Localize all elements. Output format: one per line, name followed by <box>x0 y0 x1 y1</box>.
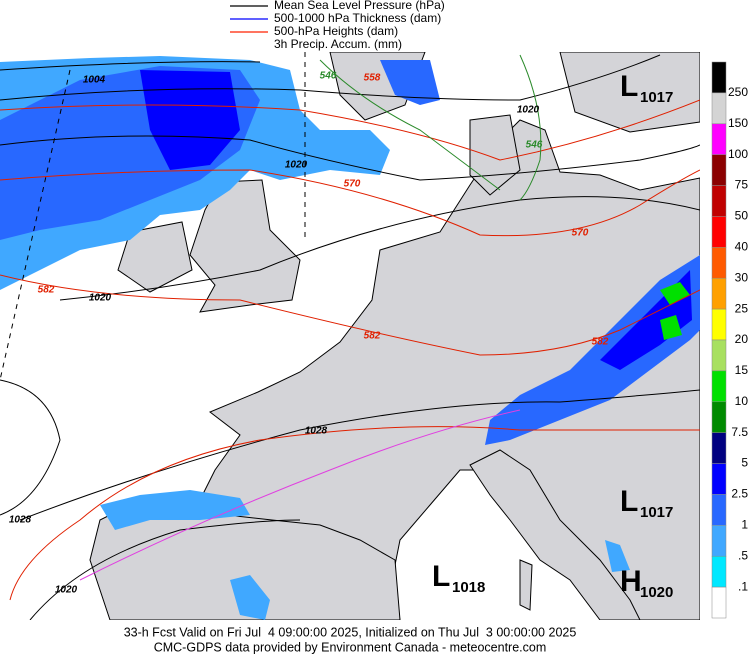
colorbar-box <box>711 555 727 588</box>
colorbar-label: 75 <box>735 178 749 192</box>
footer: 33-h Fcst Valid on Fri Jul 4 09:00:00 20… <box>124 625 577 654</box>
legend-label: 3h Precip. Accum. (mm) <box>274 37 402 51</box>
colorbar-label: 150 <box>728 116 748 130</box>
footer-line: 33-h Fcst Valid on Fri Jul 4 09:00:00 20… <box>124 625 577 639</box>
colorbar-box <box>711 185 727 217</box>
colorbar-box <box>711 61 727 94</box>
contour-label: 1020 <box>517 105 540 116</box>
colorbar-label: .5 <box>738 548 748 562</box>
colorbar-box <box>711 277 727 310</box>
contour-label: 1020 <box>89 293 112 304</box>
colorbar-box <box>711 154 727 186</box>
colorbar-box <box>711 308 727 341</box>
colorbar-label: 25 <box>735 301 749 315</box>
colorbar-label: 20 <box>735 332 749 346</box>
contour-labels: 1004 1020 1020 1020 1028 1028 1020 546 546 558 570… <box>9 71 609 596</box>
contour-label: 558 <box>364 73 381 84</box>
colorbar-label: .1 <box>738 579 748 593</box>
contour-label: 570 <box>344 179 361 190</box>
colorbar-box <box>711 92 727 125</box>
colorbar-box <box>711 370 727 403</box>
precip-area <box>100 490 250 530</box>
precip-area <box>380 60 440 105</box>
colorbar-label: 5 <box>741 456 748 470</box>
center-value: 1020 <box>640 584 673 601</box>
colorbar-box <box>711 123 727 155</box>
colorbar-label: 15 <box>735 363 749 377</box>
contour-label: 1028 <box>305 426 328 437</box>
colorbar-label: 40 <box>735 240 749 254</box>
colorbar-label: 100 <box>728 147 748 161</box>
legend-label: Mean Sea Level Pressure (hPa) <box>274 0 445 12</box>
colorbar-label: 30 <box>735 270 749 284</box>
legend-label: 500-1000 hPa Thickness (dam) <box>274 11 441 25</box>
contour-label: 582 <box>592 337 609 348</box>
contour-label: 1020 <box>285 160 308 171</box>
legend: Mean Sea Level Pressure (hPa)500-1000 hP… <box>230 0 445 51</box>
precip-area <box>660 282 690 340</box>
center-letter: L <box>432 560 450 593</box>
precipitation <box>0 56 700 620</box>
contour-label: 570 <box>572 228 589 239</box>
colorbar: 250 150 100 75 50 40 30 25 20 15 10 7.5 5 2.5 1 .5 .1 <box>711 61 749 619</box>
map-area: 1004 1020 1020 1020 1028 1028 1020 546 546 558 570… <box>0 52 700 620</box>
contour-label: 582 <box>38 285 55 296</box>
center-letter: H <box>620 565 642 598</box>
contour-label: 546 <box>320 71 337 82</box>
center-value: 1017 <box>640 89 673 106</box>
colorbar-label: 7.5 <box>731 425 748 439</box>
contour-label: 546 <box>526 140 543 151</box>
contour-label: 582 <box>364 331 381 342</box>
center-value: 1018 <box>452 579 485 596</box>
colorbar-box <box>711 525 727 557</box>
center-value: 1017 <box>640 504 673 521</box>
colorbar-box <box>711 494 727 526</box>
colorbar-label: 2.5 <box>731 487 748 501</box>
contour-label: 1028 <box>9 515 32 526</box>
colorbar-box <box>711 432 727 464</box>
contour-label: 1020 <box>55 585 78 596</box>
colorbar-box <box>711 339 727 372</box>
colorbar-label: 10 <box>735 394 749 408</box>
colorbar-box <box>711 586 727 619</box>
precip-area <box>140 70 240 170</box>
colorbar-label: 250 <box>728 85 748 99</box>
colorbar-label: 50 <box>735 209 749 223</box>
colorbar-label: 1 <box>741 518 748 532</box>
center-letter: L <box>620 485 638 518</box>
footer-line: CMC-GDPS data provided by Environment Ca… <box>154 640 547 654</box>
legend-label: 500-hPa Heights (dam) <box>274 24 398 38</box>
contours <box>0 52 700 620</box>
contour-label: 1004 <box>83 75 106 86</box>
colorbar-box <box>711 216 727 248</box>
colorbar-box <box>711 401 727 433</box>
precip-area <box>485 255 700 445</box>
center-letter: L <box>620 70 638 103</box>
colorbar-box <box>711 247 727 279</box>
colorbar-box <box>711 463 727 495</box>
